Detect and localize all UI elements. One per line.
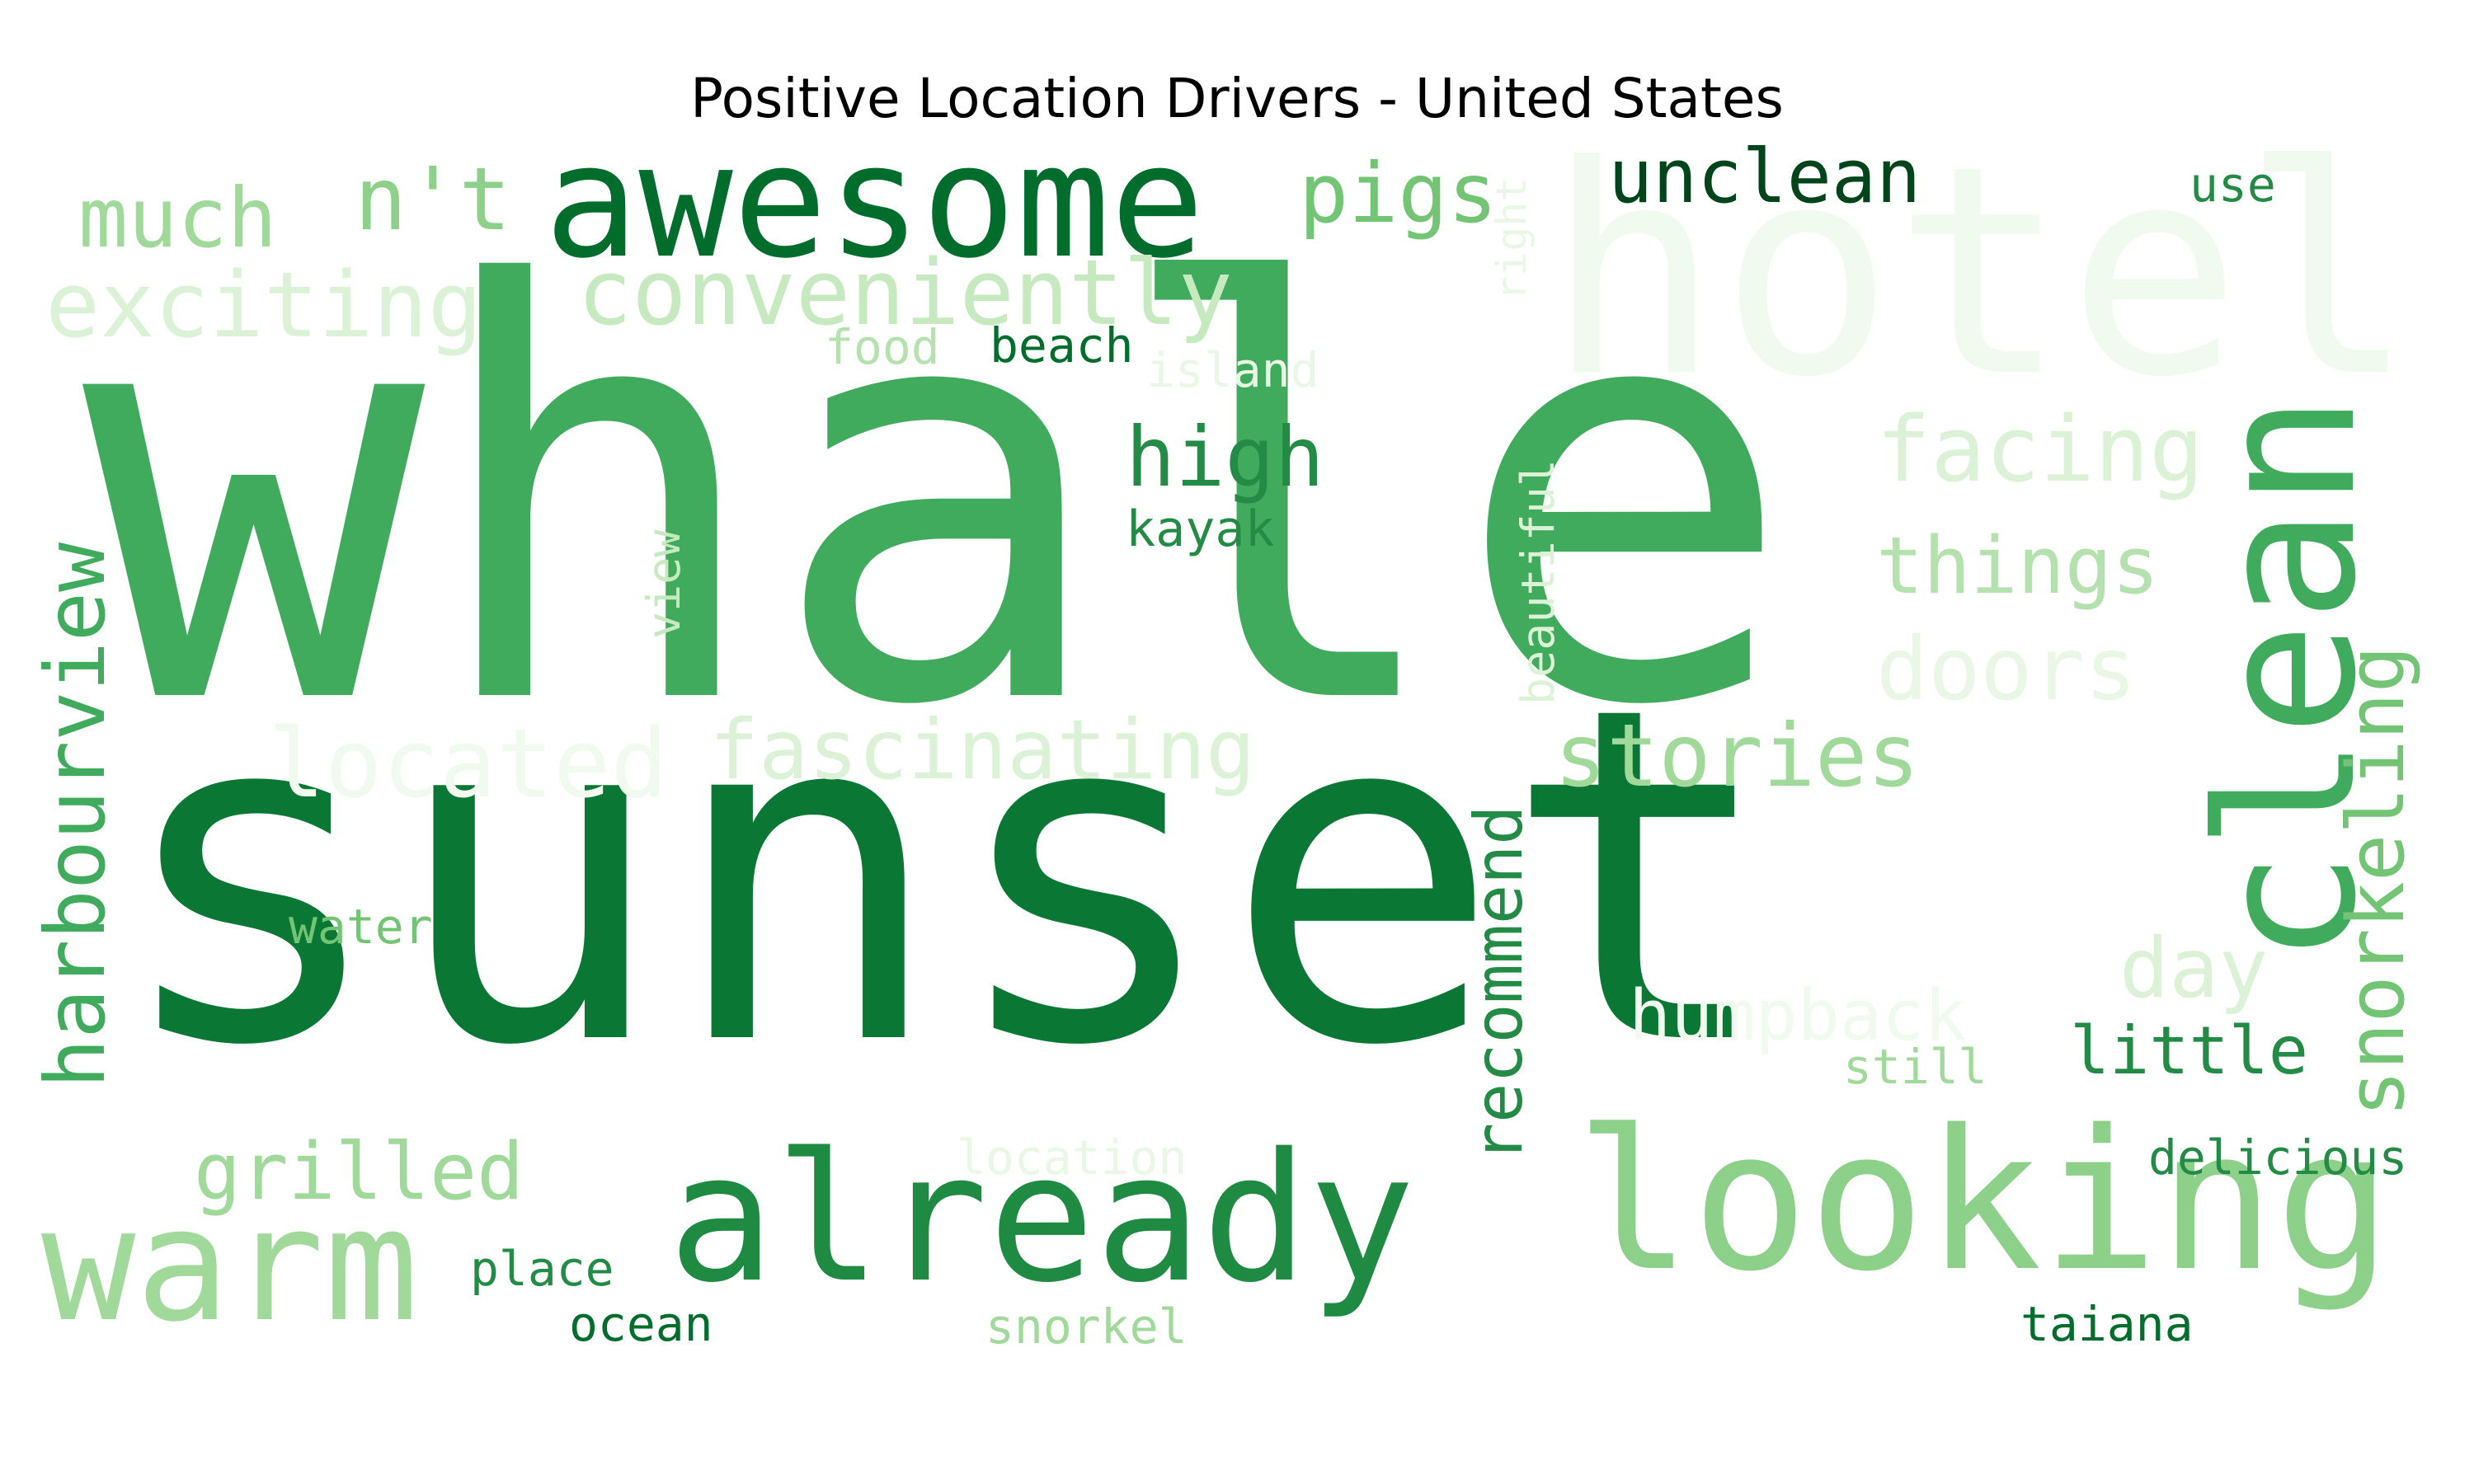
word-harbourview: harbourview <box>27 542 124 1088</box>
word-hotel: hotel <box>1546 104 2415 440</box>
word-recommend: recommend <box>1460 805 1537 1162</box>
word-doors: doors <box>1876 619 2138 720</box>
word-awesome: awesome <box>544 110 1205 293</box>
word-facing: facing <box>1876 397 2204 502</box>
word-nt: n't <box>355 149 511 250</box>
word-looking: looking <box>1575 1089 2392 1314</box>
word-stories: stories <box>1554 706 1920 806</box>
word-beautiful: beautiful <box>1512 458 1564 705</box>
word-located: located <box>268 709 668 819</box>
word-beach: beach <box>990 317 1134 373</box>
word-much: much <box>78 170 277 266</box>
word-kayak: kayak <box>1126 500 1275 558</box>
word-view: view <box>637 529 690 639</box>
word-island: island <box>1146 342 1319 398</box>
word-little: little <box>2070 1012 2308 1089</box>
word-snorkel: snorkel <box>985 1298 1188 1355</box>
word-exciting: exciting <box>45 252 482 358</box>
word-humpback: humpback <box>1629 975 1967 1057</box>
word-snorkeling: snorkeling <box>2331 646 2422 1117</box>
word-sunset: sunset <box>111 609 1780 1147</box>
word-still: still <box>1843 1039 1987 1095</box>
word-unclean: unclean <box>1608 134 1921 220</box>
word-day: day <box>2119 920 2269 1017</box>
word-fascinating: fascinating <box>709 702 1256 798</box>
word-right: right <box>1488 176 1536 301</box>
word-place: place <box>470 1241 614 1297</box>
word-use: use <box>2189 157 2276 213</box>
word-already: already <box>668 1115 1416 1322</box>
word-things: things <box>1876 521 2160 612</box>
word-taiana: taiana <box>2020 1296 2194 1352</box>
word-high: high <box>1126 409 1324 505</box>
word-ocean: ocean <box>569 1296 713 1352</box>
word-grilled: grilled <box>194 1127 524 1218</box>
word-delicious: delicious <box>2148 1129 2408 1186</box>
word-water: water <box>289 899 433 955</box>
word-food: food <box>825 319 940 375</box>
figure-title: Positive Location Drivers - United State… <box>690 67 1784 130</box>
word-warm: warm <box>41 1174 419 1356</box>
word-pigs: pigs <box>1299 145 1498 242</box>
word-conveniently: conveniently <box>577 240 1233 345</box>
word-whale: whale <box>82 167 1796 829</box>
word-location: location <box>957 1129 1188 1186</box>
